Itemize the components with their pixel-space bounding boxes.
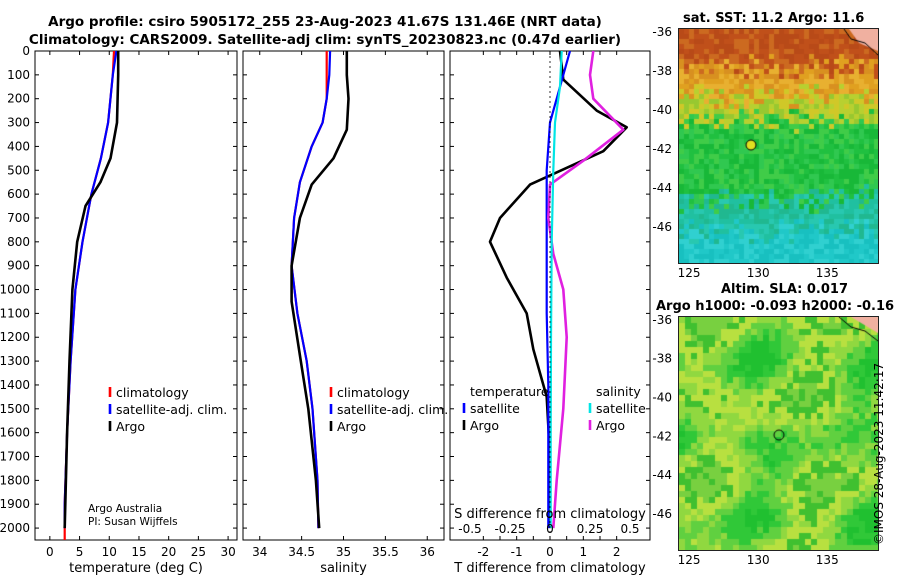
map-x-tick-label: 130 bbox=[747, 553, 770, 567]
top-x-tick-label: -0.25 bbox=[494, 522, 525, 536]
y-tick-label: 800 bbox=[7, 235, 30, 249]
map-y-tick-label: -40 bbox=[652, 391, 672, 405]
x-tick-label: 35.5 bbox=[372, 545, 399, 559]
map-x-tick-label: 130 bbox=[747, 266, 770, 280]
y-tick-label: 700 bbox=[7, 211, 30, 225]
series-line-argo bbox=[290, 51, 350, 529]
x-tick-label: 5 bbox=[76, 545, 84, 559]
y-tick-label: 200 bbox=[7, 92, 30, 106]
sst-map-title: sat. SST: 11.2 Argo: 11.6 bbox=[683, 11, 865, 26]
series-line-temperature-argo bbox=[488, 50, 629, 529]
sla-map-subtitle: Argo h1000: -0.093 h2000: -0.16 bbox=[656, 299, 895, 314]
map-y-tick-label: -36 bbox=[652, 313, 672, 327]
map-y-tick-label: -44 bbox=[652, 468, 672, 482]
map-y-tick-label: -40 bbox=[652, 103, 672, 117]
legend-header-salinity: salinity bbox=[596, 384, 641, 399]
top-x-axis-label: S difference from climatology bbox=[454, 507, 646, 522]
legend-label: Argo bbox=[470, 418, 499, 433]
series-line-salinity-satellite bbox=[549, 50, 563, 529]
x-tick-label: 30 bbox=[220, 545, 235, 559]
y-tick-label: 900 bbox=[7, 259, 30, 273]
y-tick-label: 2000 bbox=[0, 521, 30, 535]
map-x-tick-label: 135 bbox=[816, 266, 839, 280]
legend-label: Argo bbox=[596, 418, 625, 433]
x-tick-label: 0 bbox=[46, 545, 54, 559]
y-tick-label: 1400 bbox=[0, 378, 30, 392]
y-tick-label: 1700 bbox=[0, 450, 30, 464]
map-y-tick-label: -46 bbox=[652, 507, 672, 521]
y-tick-label: 1100 bbox=[0, 306, 30, 320]
top-x-tick-label: 0.25 bbox=[577, 522, 604, 536]
map-y-tick-label: -44 bbox=[652, 181, 672, 195]
figure-title-line1: Argo profile: csiro 5905172_255 23-Aug-2… bbox=[48, 14, 602, 30]
x-tick-label: 34.5 bbox=[288, 545, 315, 559]
legend-label: satellite-adj. clim. bbox=[337, 402, 448, 417]
y-tick-label: 400 bbox=[7, 139, 30, 153]
x-tick-label: 0 bbox=[546, 545, 554, 559]
y-tick-label: 1300 bbox=[0, 354, 30, 368]
x-tick-label: 34 bbox=[252, 545, 267, 559]
map-y-tick-label: -42 bbox=[652, 429, 672, 443]
map-x-tick-label: 125 bbox=[678, 553, 701, 567]
plot-frame-temperature-profile bbox=[34, 50, 238, 541]
legend-label: climatology bbox=[116, 385, 189, 400]
sla-heatmap bbox=[679, 317, 878, 550]
series-line-salinity-argo bbox=[546, 50, 625, 529]
sst-heatmap bbox=[679, 29, 878, 263]
x-tick-label: 20 bbox=[161, 545, 176, 559]
x-axis-label: T difference from climatology bbox=[453, 561, 646, 576]
y-tick-label: 500 bbox=[7, 163, 30, 177]
x-tick-label: -2 bbox=[477, 545, 489, 559]
y-tick-label: 1500 bbox=[0, 402, 30, 416]
map-y-tick-label: -42 bbox=[652, 142, 672, 156]
legend-label: satellite bbox=[470, 401, 520, 416]
x-axis-label: temperature (deg C) bbox=[69, 561, 203, 576]
y-tick-label: 1000 bbox=[0, 283, 30, 297]
series-line-satellite-adj-clim- bbox=[290, 50, 332, 529]
legend-label: Argo bbox=[337, 419, 366, 434]
y-tick-label: 100 bbox=[7, 68, 30, 82]
x-tick-label: 2 bbox=[613, 545, 621, 559]
sst-map bbox=[678, 28, 879, 264]
map-x-tick-label: 125 bbox=[678, 266, 701, 280]
sla-map-title: Altim. SLA: 0.017 bbox=[721, 282, 848, 297]
map-x-tick-label: 135 bbox=[816, 553, 839, 567]
map-y-tick-label: -38 bbox=[652, 64, 672, 78]
x-tick-label: 1 bbox=[580, 545, 588, 559]
imos-credit: ©IMOS 28-Aug-2023 11:42:17 bbox=[872, 362, 886, 545]
y-tick-label: 0 bbox=[22, 44, 30, 58]
figure-title-line2: Climatology: CARS2009. Satellite-adj cli… bbox=[28, 32, 622, 48]
legend-label: satellite-adj. clim. bbox=[116, 402, 227, 417]
annotation-agency: Argo Australia bbox=[88, 503, 162, 515]
top-x-tick-label: 0 bbox=[546, 522, 554, 536]
y-tick-label: 600 bbox=[7, 187, 30, 201]
annotation-pi: PI: Susan Wijffels bbox=[88, 516, 178, 528]
y-tick-label: 1600 bbox=[0, 426, 30, 440]
x-tick-label: 36 bbox=[420, 545, 435, 559]
map-y-tick-label: -38 bbox=[652, 352, 672, 366]
map-y-tick-label: -36 bbox=[652, 25, 672, 39]
series-line-argo bbox=[63, 51, 120, 529]
top-x-tick-label: -0.5 bbox=[458, 522, 481, 536]
map-y-tick-label: -46 bbox=[652, 220, 672, 234]
y-tick-label: 1900 bbox=[0, 497, 30, 511]
y-tick-label: 1800 bbox=[0, 473, 30, 487]
y-tick-label: 300 bbox=[7, 116, 30, 130]
x-tick-label: 25 bbox=[191, 545, 206, 559]
x-axis-label: salinity bbox=[320, 561, 367, 576]
sla-map bbox=[678, 316, 879, 551]
legend-header-temperature: temperature bbox=[470, 384, 549, 399]
legend-label: Argo bbox=[116, 419, 145, 434]
y-tick-label: 1200 bbox=[0, 330, 30, 344]
x-tick-label: 35 bbox=[336, 545, 351, 559]
legend-label: climatology bbox=[337, 385, 410, 400]
top-x-tick-label: 0.5 bbox=[620, 522, 639, 536]
legend-label: satellite bbox=[596, 401, 646, 416]
x-tick-label: -1 bbox=[511, 545, 523, 559]
x-tick-label: 10 bbox=[102, 545, 117, 559]
x-tick-label: 15 bbox=[131, 545, 146, 559]
plot-frame-salinity-profile bbox=[242, 50, 445, 541]
